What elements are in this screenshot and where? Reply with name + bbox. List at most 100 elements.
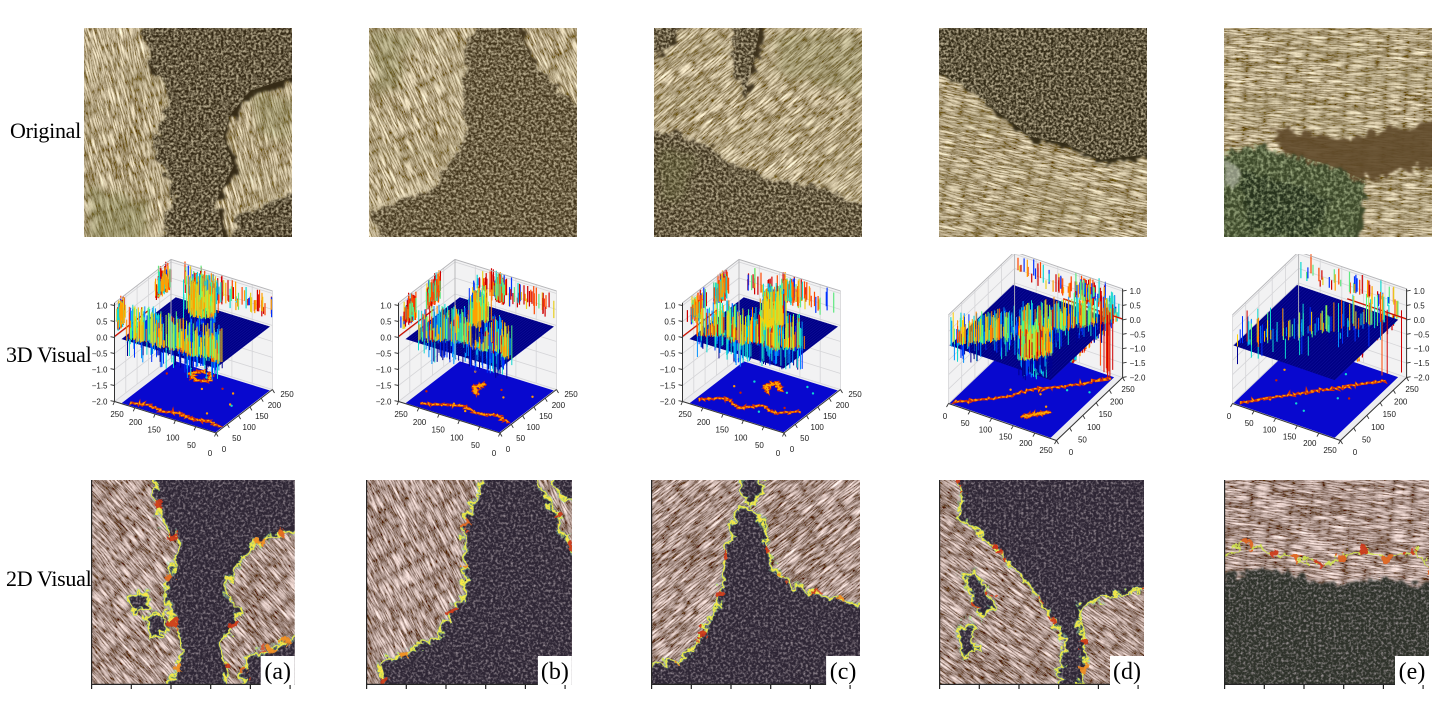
svg-text:−0.5: −0.5	[92, 349, 108, 358]
svg-text:200: 200	[129, 418, 143, 427]
svg-text:(e): (e)	[1398, 659, 1425, 685]
svg-text:−1.0: −1.0	[660, 365, 676, 374]
svg-text:(c): (c)	[829, 659, 856, 685]
svg-text:200: 200	[552, 401, 566, 410]
svg-text:1.0: 1.0	[1130, 287, 1142, 296]
svg-text:150: 150	[999, 432, 1013, 441]
svg-text:250: 250	[280, 390, 294, 399]
svg-text:(a): (a)	[264, 659, 291, 685]
svg-text:250: 250	[564, 390, 578, 399]
svg-text:250: 250	[394, 410, 408, 419]
svg-text:−1.0: −1.0	[1130, 345, 1146, 354]
svg-text:1.0: 1.0	[1414, 287, 1426, 296]
svg-text:50: 50	[187, 441, 196, 450]
svg-text:−0.5: −0.5	[376, 349, 392, 358]
svg-text:50: 50	[471, 441, 480, 450]
svg-text:1.0: 1.0	[96, 301, 108, 310]
svg-text:50: 50	[516, 434, 525, 443]
svg-text:50: 50	[1078, 435, 1087, 444]
svg-text:200: 200	[836, 401, 850, 410]
svg-text:150: 150	[1283, 432, 1297, 441]
svg-text:100: 100	[734, 433, 748, 442]
svg-text:(b): (b)	[541, 659, 569, 685]
svg-text:50: 50	[800, 434, 809, 443]
svg-text:−1.0: −1.0	[92, 365, 108, 374]
svg-text:0.5: 0.5	[1130, 302, 1142, 311]
svg-text:200: 200	[413, 418, 427, 427]
svg-text:250: 250	[110, 410, 124, 419]
svg-text:50: 50	[1362, 435, 1371, 444]
svg-text:100: 100	[166, 433, 180, 442]
svg-text:0: 0	[208, 449, 213, 458]
svg-text:0: 0	[790, 445, 795, 454]
svg-text:150: 150	[255, 412, 269, 421]
svg-text:150: 150	[1383, 410, 1397, 419]
svg-text:−1.0: −1.0	[1414, 345, 1430, 354]
svg-text:100: 100	[811, 423, 825, 432]
svg-text:1.0: 1.0	[664, 301, 676, 310]
svg-text:1.0: 1.0	[380, 301, 392, 310]
svg-text:50: 50	[232, 434, 241, 443]
svg-text:200: 200	[1394, 398, 1408, 407]
svg-text:150: 150	[716, 426, 730, 435]
svg-text:200: 200	[1303, 439, 1317, 448]
svg-text:250: 250	[678, 410, 692, 419]
svg-text:−1.0: −1.0	[376, 365, 392, 374]
svg-text:−1.5: −1.5	[1414, 359, 1430, 368]
svg-text:200: 200	[697, 418, 711, 427]
svg-text:0: 0	[1353, 448, 1358, 457]
svg-text:100: 100	[1263, 426, 1277, 435]
svg-text:100: 100	[1371, 423, 1385, 432]
svg-text:0.5: 0.5	[380, 317, 392, 326]
svg-text:0.0: 0.0	[96, 333, 108, 342]
svg-text:150: 150	[823, 412, 837, 421]
svg-text:150: 150	[432, 426, 446, 435]
svg-text:0: 0	[1069, 448, 1074, 457]
svg-text:100: 100	[979, 426, 993, 435]
svg-text:−2.0: −2.0	[1130, 374, 1146, 383]
svg-text:0.5: 0.5	[1414, 302, 1426, 311]
svg-text:250: 250	[1039, 446, 1053, 455]
svg-text:250: 250	[1323, 446, 1337, 455]
svg-text:250: 250	[848, 390, 862, 399]
svg-text:250: 250	[1121, 385, 1135, 394]
svg-text:−2.0: −2.0	[1414, 374, 1430, 383]
svg-text:0: 0	[1227, 412, 1232, 421]
svg-text:0: 0	[943, 412, 948, 421]
svg-text:−2.0: −2.0	[660, 397, 676, 406]
svg-text:−0.5: −0.5	[1414, 330, 1430, 339]
svg-text:0.5: 0.5	[96, 317, 108, 326]
svg-text:150: 150	[539, 412, 553, 421]
svg-text:0.5: 0.5	[664, 317, 676, 326]
svg-text:0: 0	[222, 445, 227, 454]
svg-text:0.0: 0.0	[1130, 316, 1142, 325]
svg-text:−1.5: −1.5	[660, 381, 676, 390]
svg-text:−1.5: −1.5	[92, 381, 108, 390]
svg-text:100: 100	[527, 423, 541, 432]
svg-text:250: 250	[1405, 385, 1419, 394]
svg-text:−1.5: −1.5	[376, 381, 392, 390]
svg-text:50: 50	[1245, 419, 1254, 428]
svg-text:0: 0	[492, 449, 497, 458]
svg-text:100: 100	[450, 433, 464, 442]
svg-text:0: 0	[776, 449, 781, 458]
svg-text:50: 50	[961, 419, 970, 428]
svg-text:−1.5: −1.5	[1130, 359, 1146, 368]
svg-text:0: 0	[506, 445, 511, 454]
svg-text:100: 100	[1087, 423, 1101, 432]
svg-text:−0.5: −0.5	[1130, 330, 1146, 339]
svg-text:−2.0: −2.0	[92, 397, 108, 406]
svg-text:0.0: 0.0	[380, 333, 392, 342]
svg-text:(d): (d)	[1113, 659, 1141, 685]
svg-text:150: 150	[1099, 410, 1113, 419]
svg-text:0.0: 0.0	[664, 333, 676, 342]
svg-text:50: 50	[755, 441, 764, 450]
svg-text:−0.5: −0.5	[660, 349, 676, 358]
svg-text:200: 200	[1110, 398, 1124, 407]
svg-text:150: 150	[148, 426, 162, 435]
svg-text:100: 100	[243, 423, 257, 432]
svg-text:200: 200	[268, 401, 282, 410]
svg-text:200: 200	[1019, 439, 1033, 448]
svg-text:0.0: 0.0	[1414, 316, 1426, 325]
svg-text:−2.0: −2.0	[376, 397, 392, 406]
